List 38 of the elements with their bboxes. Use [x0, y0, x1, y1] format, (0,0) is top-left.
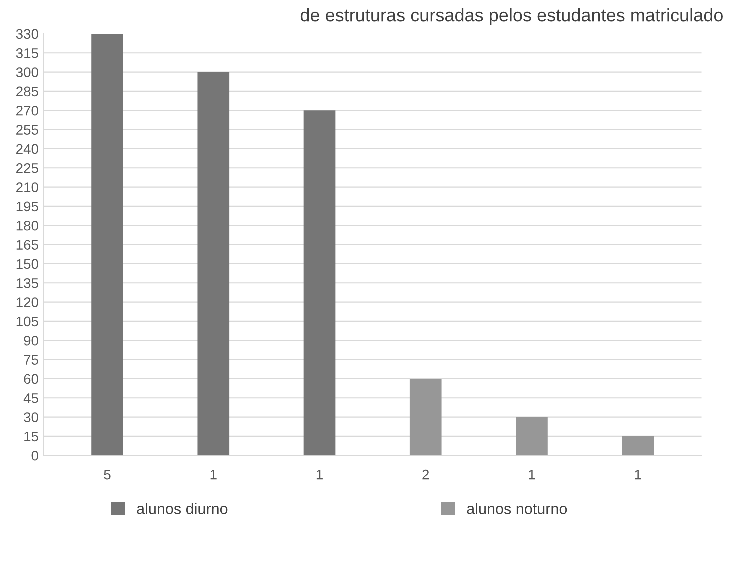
y-tick-label: 210	[16, 182, 38, 192]
y-tick-label: 270	[16, 106, 38, 116]
y-tick-label: 105	[16, 316, 38, 327]
y-tick-label: 135	[16, 278, 38, 288]
x-tick-label: 2	[422, 470, 430, 480]
y-tick-label: 120	[16, 298, 38, 308]
y-tick-label: 195	[16, 202, 38, 212]
y-tick-label: 285	[16, 86, 38, 97]
legend-label: alunos diurno	[137, 503, 228, 514]
x-tick-label: 1	[635, 470, 642, 480]
bar	[198, 72, 230, 456]
bar	[304, 110, 336, 456]
y-tick-label: 180	[16, 220, 38, 231]
x-tick-label: 1	[316, 470, 323, 480]
y-tick-label: 30	[24, 412, 38, 422]
chart-title: de estruturas cursadas pelos estudantes matriculado	[300, 8, 723, 26]
y-tick-label: 315	[16, 48, 38, 58]
y-tick-label: 240	[16, 144, 38, 154]
y-tick-label: 255	[16, 125, 38, 135]
bar	[410, 378, 442, 456]
y-tick-label: 45	[24, 394, 38, 404]
y-tick-label: 165	[16, 240, 38, 250]
y-tick-label: 90	[24, 336, 38, 346]
x-tick-label: 1	[210, 470, 217, 480]
bar	[92, 34, 124, 456]
y-tick-label: 60	[24, 374, 38, 384]
y-tick-label: 15	[24, 432, 38, 442]
y-tick-label: 75	[24, 355, 38, 365]
legend-label: alunos noturno	[467, 503, 568, 514]
x-tick-label: 5	[104, 470, 111, 480]
y-tick-label: 330	[16, 29, 38, 40]
y-tick-label: 225	[16, 163, 38, 174]
bar	[622, 436, 654, 456]
y-tick-label: 300	[16, 68, 38, 78]
bar	[516, 417, 548, 456]
y-tick-label: 0	[32, 450, 38, 461]
x-tick-label: 1	[529, 470, 536, 480]
y-tick-label: 150	[16, 259, 38, 270]
